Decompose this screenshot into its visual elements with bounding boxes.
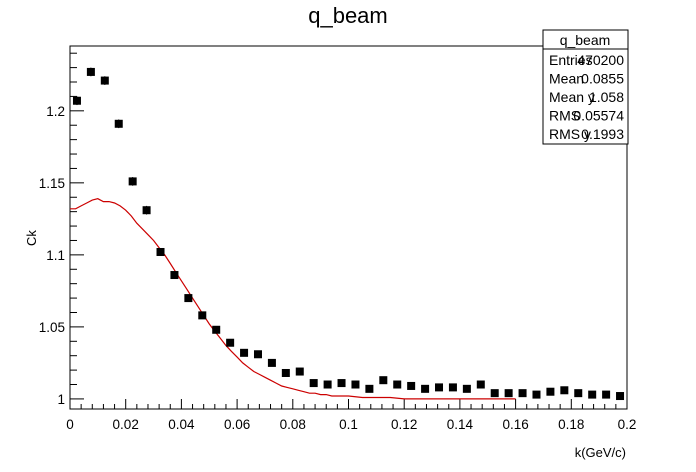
data-point: [393, 380, 402, 389]
data-point: [476, 380, 485, 389]
stats-value: 0.0855: [581, 71, 624, 87]
x-tick-label: 0.1: [339, 417, 358, 432]
stats-label: Entries: [549, 52, 593, 68]
x-tick-label: 0.02: [113, 417, 139, 432]
x-tick-label: 0.14: [447, 417, 474, 432]
data-point: [365, 384, 374, 393]
data-point: [379, 376, 388, 385]
stats-label: Mean: [549, 71, 584, 87]
y-axis-title: Ck: [24, 230, 39, 246]
y-tick-label: 1: [57, 392, 65, 407]
data-point: [267, 358, 276, 367]
stats-value: 0.05574: [573, 108, 624, 124]
data-point: [421, 384, 430, 393]
stats-title: q_beam: [560, 32, 611, 48]
stats-value: 0.1993: [581, 126, 624, 142]
fit-curve: [70, 198, 516, 400]
data-point: [435, 383, 444, 392]
data-point: [114, 119, 123, 128]
data-point: [448, 383, 457, 392]
data-point: [518, 389, 527, 398]
x-tick-label: 0.16: [502, 417, 528, 432]
data-point: [560, 386, 569, 395]
data-point: [156, 247, 165, 256]
data-point: [532, 390, 541, 399]
data-point: [490, 389, 499, 398]
data-point: [212, 325, 221, 334]
fit-curve-layer: [70, 198, 516, 400]
y-tick-label: 1.1: [46, 248, 65, 263]
stats-label: Mean y: [549, 89, 595, 105]
y-tick-label: 1.2: [46, 104, 65, 119]
data-point: [616, 392, 625, 401]
x-tick-label: 0.08: [280, 417, 306, 432]
data-points-layer: [72, 67, 625, 401]
data-point: [588, 390, 597, 399]
axes: 0 0.02 0.04 0.06 0.08 0.1 0.12 0.14 0.16 0.18 0.2 1…: [39, 52, 637, 432]
data-point: [142, 206, 151, 215]
stats-label: RMS y: [549, 126, 591, 142]
data-point: [198, 311, 207, 320]
chart-title: q_beam: [308, 3, 388, 28]
x-tick-label: 0.04: [168, 417, 195, 432]
data-point: [253, 350, 262, 359]
data-point: [407, 381, 416, 390]
data-point: [72, 96, 81, 105]
x-tick-label: 0.18: [558, 417, 584, 432]
data-point: [504, 389, 513, 398]
data-point: [240, 348, 249, 357]
data-point: [323, 380, 332, 389]
data-point: [86, 67, 95, 76]
x-tick-label: 0.06: [224, 417, 250, 432]
data-point: [351, 380, 360, 389]
data-point: [170, 271, 179, 280]
stats-label: RMS: [549, 108, 580, 124]
stats-value: 1.058: [589, 89, 624, 105]
data-point: [295, 367, 304, 376]
data-point: [100, 76, 109, 85]
data-point: [546, 387, 555, 396]
data-point: [602, 390, 611, 399]
data-point: [462, 384, 471, 393]
data-point: [226, 338, 235, 347]
y-tick-label: 1.15: [39, 176, 65, 191]
stats-value: 470200: [577, 52, 624, 68]
y-tick-label: 1.05: [39, 320, 65, 335]
x-tick-label: 0.12: [391, 417, 417, 432]
x-tick-label: 0: [66, 417, 74, 432]
data-point: [574, 389, 583, 398]
x-axis-title: k(GeV/c): [575, 445, 626, 460]
data-point: [337, 379, 346, 388]
data-point: [128, 177, 137, 186]
data-point: [184, 294, 193, 303]
data-point: [309, 379, 318, 388]
data-point: [281, 368, 290, 377]
x-tick-label: 0.2: [618, 417, 637, 432]
